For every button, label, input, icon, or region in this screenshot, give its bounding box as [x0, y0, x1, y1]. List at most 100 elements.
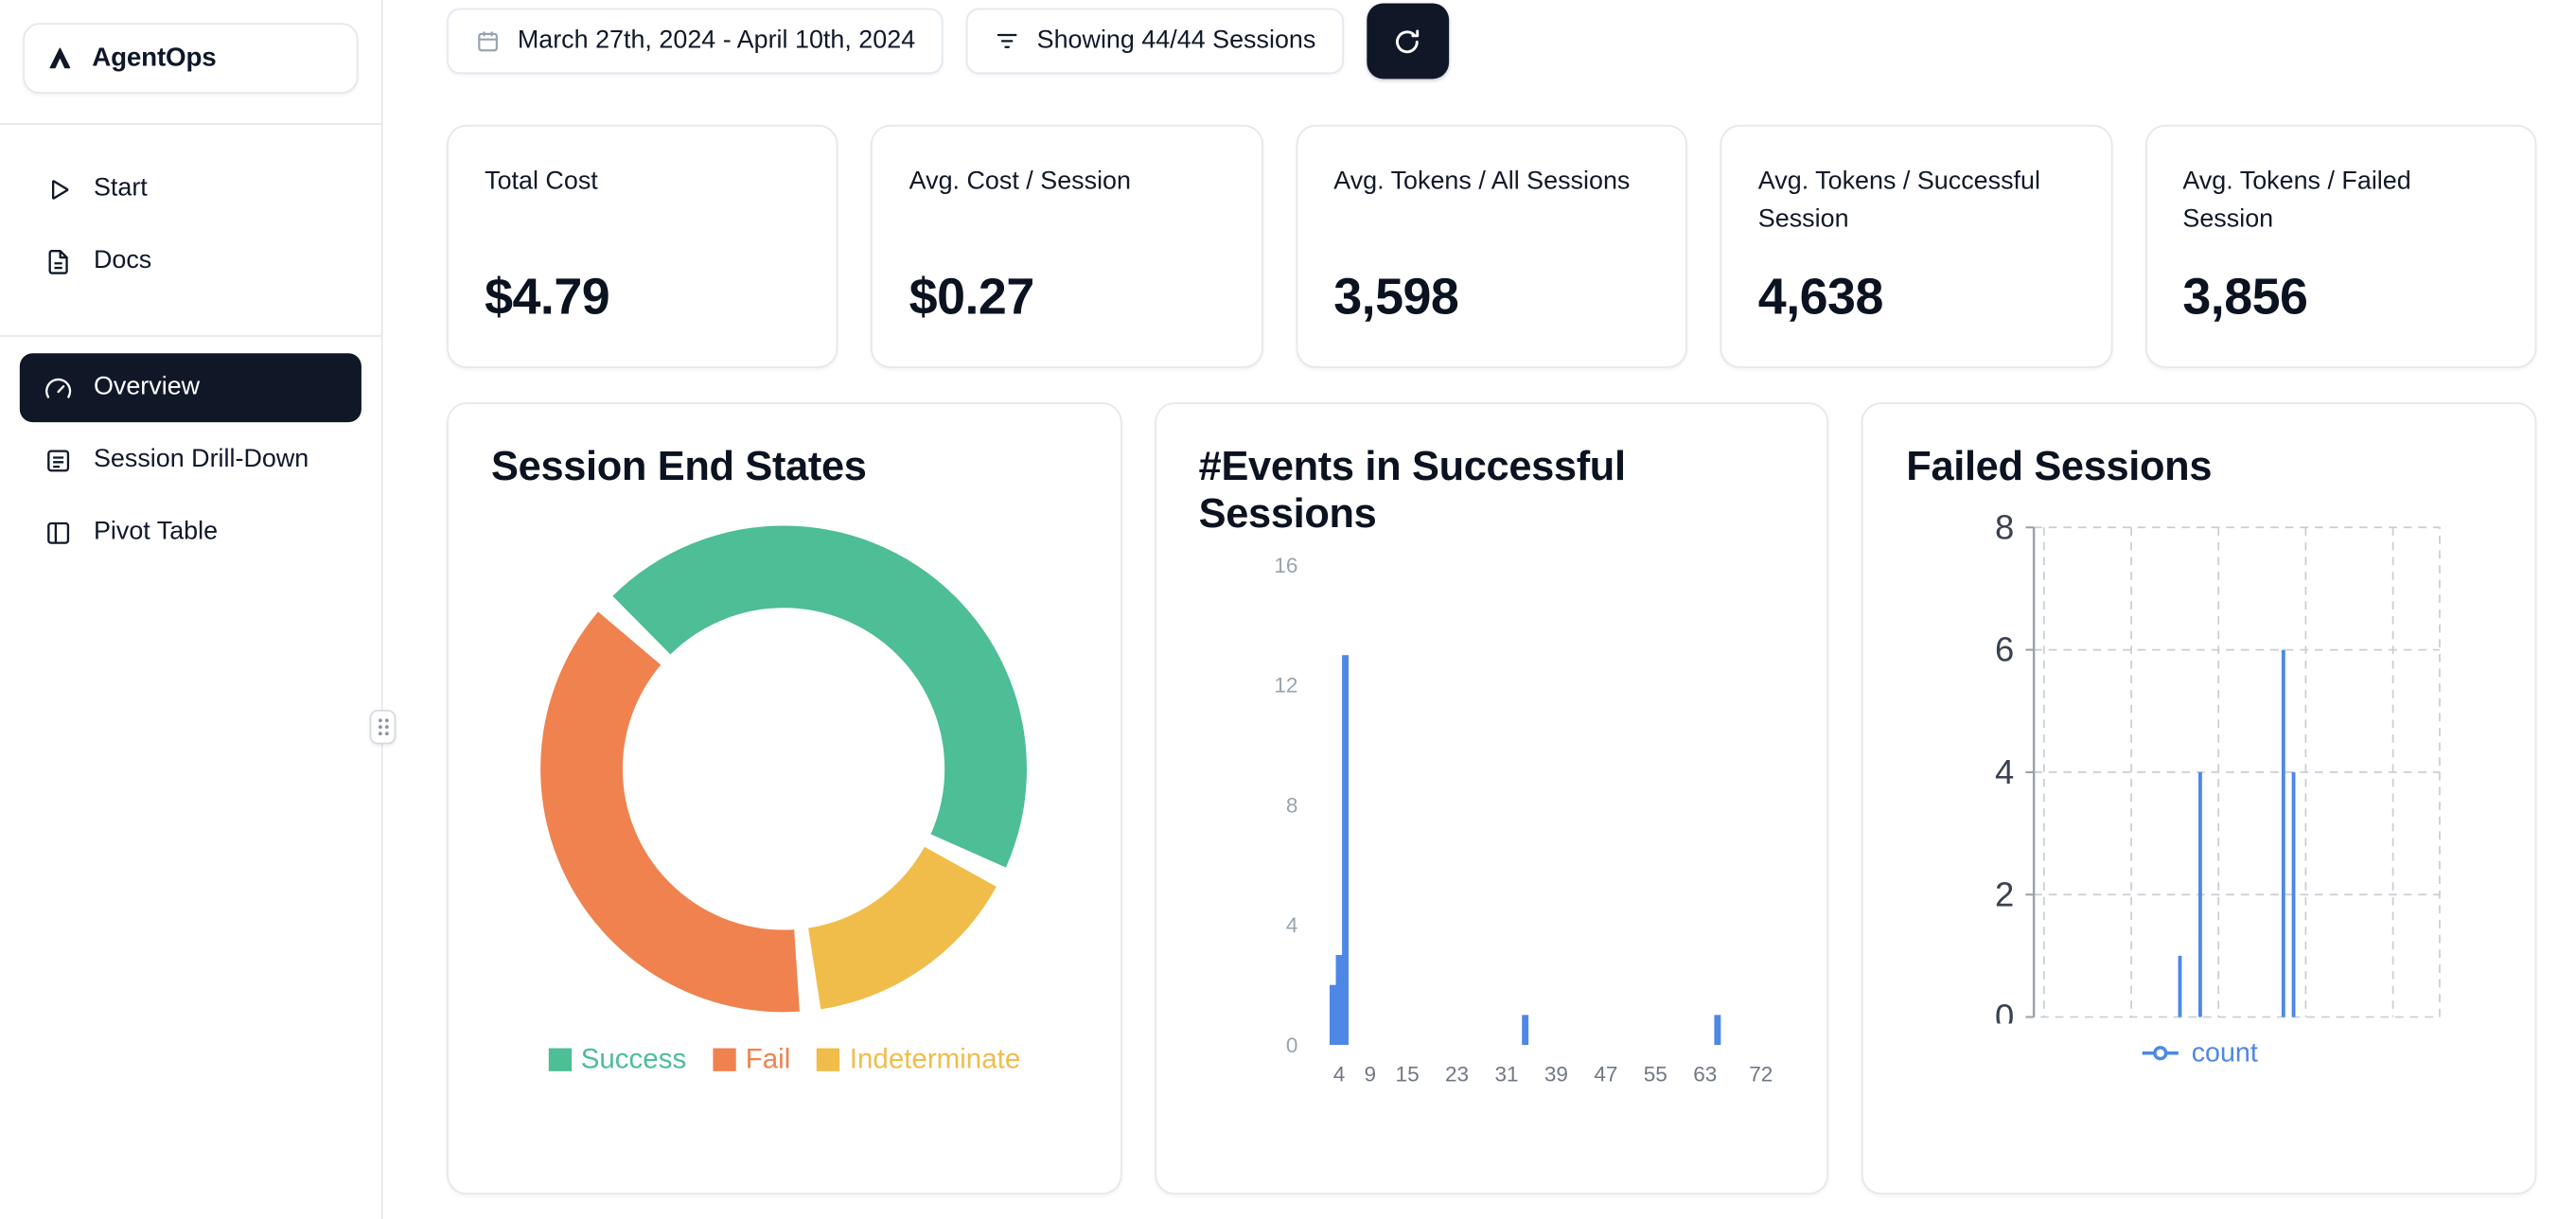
sidebar-divider	[0, 335, 381, 337]
agentops-logo-icon	[44, 43, 76, 74]
event-count-bar[interactable]	[1329, 983, 1336, 1045]
y-axis-tick: 16	[1274, 553, 1297, 576]
x-axis-tick: 23	[1444, 1061, 1468, 1085]
x-axis-tick: 9	[1364, 1061, 1376, 1085]
stat-label: Total Cost	[485, 168, 598, 196]
event-count-bar[interactable]	[1334, 954, 1342, 1045]
sidebar-item-label: Overview	[93, 373, 201, 401]
x-axis-tick: 47	[1594, 1061, 1617, 1085]
session-end-states-card: Session End States Success Fail Indetermin…	[447, 402, 1122, 1195]
legend-swatch	[817, 1048, 840, 1071]
sessions-filter-button[interactable]: Showing 44/44 Sessions	[965, 8, 1344, 75]
event-count-bar[interactable]	[1713, 1014, 1720, 1045]
legend-label: Success	[580, 1042, 687, 1074]
failed-legend-label: count	[2191, 1037, 2258, 1068]
sidebar-item-label: Pivot Table	[93, 517, 219, 546]
event-count-bar[interactable]	[1341, 654, 1349, 1045]
toolbar: March 27th, 2024 - April 10th, 2024 Show…	[447, 0, 2536, 80]
y-axis-tick: 8	[1996, 507, 2015, 546]
failed-sessions-card: Failed Sessions 0 2 4 6 8 count	[1861, 402, 2537, 1195]
y-axis-tick: 2	[1996, 874, 2015, 913]
app-title: AgentOps	[92, 44, 217, 72]
y-axis-tick: 4	[1996, 752, 2015, 791]
x-axis-tick: 39	[1544, 1061, 1567, 1085]
stat-value: 3,856	[2182, 267, 2308, 326]
sidebar-item-session-drill-down[interactable]: Session Drill-Down	[20, 426, 362, 495]
session-end-states-donut-chart	[540, 525, 1028, 1012]
failed-sessions-legend[interactable]: count	[1906, 1038, 2492, 1069]
y-axis-tick: 6	[1996, 629, 2015, 668]
x-axis-tick: 15	[1395, 1061, 1419, 1085]
charts-row: Session End States Success Fail Indetermin…	[447, 402, 2537, 1195]
x-axis-tick: 72	[1749, 1061, 1773, 1085]
donut-slice-fail[interactable]	[540, 525, 1028, 1012]
gauge-icon	[43, 372, 74, 403]
sidebar-item-overview[interactable]: Overview	[19, 353, 362, 423]
chart-title: #Events in Successful Sessions	[1198, 443, 1626, 538]
legend-label: Indeterminate	[849, 1042, 1021, 1074]
stat-card-total-cost: Total Cost $4.79	[447, 124, 839, 368]
stat-label: Avg. Tokens / Failed Session	[2182, 168, 2411, 234]
x-axis-tick: 31	[1494, 1061, 1518, 1085]
sidebar-item-label: Docs	[93, 246, 152, 274]
stat-label: Avg. Tokens / Successful Session	[1757, 168, 2040, 234]
stat-value: $4.79	[485, 267, 610, 326]
agentops-logo[interactable]: AgentOps	[23, 23, 359, 94]
sessions-filter-label: Showing 44/44 Sessions	[1036, 26, 1316, 55]
events-in-successful-sessions-card: #Events in Successful Sessions 0 4 8 12 16 4 9…	[1154, 402, 1829, 1195]
failed-sessions-chart: 0 2 4 6 8	[1996, 507, 2442, 1035]
y-axis-tick: 0	[1996, 997, 2015, 1023]
sidebar-item-start[interactable]: Start	[20, 154, 362, 223]
play-icon	[43, 173, 74, 204]
donut-legend: Success Fail Indeterminate	[491, 1043, 1077, 1076]
stat-value: 4,638	[1757, 267, 1884, 326]
pivot-icon	[43, 517, 74, 548]
grip-dots-icon	[378, 718, 388, 736]
sidebar-item-label: Session Drill-Down	[93, 445, 309, 473]
legend-item-fail[interactable]: Fail	[713, 1043, 790, 1076]
sidebar-item-pivot-table[interactable]: Pivot Table	[20, 498, 362, 567]
sidebar-item-docs[interactable]: Docs	[20, 227, 362, 296]
y-axis-tick: 8	[1285, 793, 1297, 817]
filter-icon	[995, 28, 1021, 55]
sidebar-item-label: Start	[93, 174, 148, 203]
date-range-button[interactable]: March 27th, 2024 - April 10th, 2024	[447, 8, 944, 75]
drilldown-icon	[43, 445, 74, 476]
calendar-icon	[475, 28, 502, 55]
stat-card-avg-cost-session: Avg. Cost / Session $0.27	[871, 124, 1263, 368]
legend-item-success[interactable]: Success	[547, 1042, 687, 1076]
x-axis-tick: 4	[1332, 1061, 1345, 1085]
refresh-button[interactable]	[1367, 3, 1449, 80]
stat-value: 3,598	[1333, 267, 1459, 326]
count-series-marker-icon	[2142, 1046, 2179, 1061]
legend-label: Fail	[745, 1042, 791, 1074]
stat-label: Avg. Tokens / All Sessions	[1333, 168, 1631, 196]
stat-card-avg-tokens-all: Avg. Tokens / All Sessions 3,598	[1296, 124, 1688, 368]
y-axis-tick: 12	[1274, 673, 1297, 697]
event-count-bar[interactable]	[1521, 1014, 1528, 1045]
donut-slice-success[interactable]	[540, 525, 1028, 1012]
main-content: March 27th, 2024 - April 10th, 2024 Show…	[382, 0, 2576, 1219]
legend-item-indeterminate[interactable]: Indeterminate	[817, 1043, 1020, 1076]
chart-title: Failed Sessions	[1906, 443, 2213, 490]
y-axis-tick: 0	[1285, 1033, 1297, 1056]
stat-label: Avg. Cost / Session	[909, 168, 1131, 196]
legend-swatch	[713, 1048, 736, 1071]
sidebar-divider	[0, 123, 381, 125]
refresh-icon	[1396, 28, 1420, 53]
legend-swatch	[547, 1048, 572, 1071]
stat-card-avg-tokens-successful: Avg. Tokens / Successful Session 4,638	[1720, 124, 2112, 368]
x-axis-tick: 55	[1643, 1061, 1667, 1085]
sidebar-resize-handle[interactable]	[369, 709, 397, 745]
stat-value: $0.27	[909, 267, 1035, 326]
y-axis-tick: 4	[1285, 912, 1297, 936]
chart-title: Session End States	[491, 443, 867, 490]
x-axis-tick: 63	[1693, 1061, 1717, 1085]
sidebar: AgentOps Start Docs Overview	[0, 0, 383, 1219]
stat-card-avg-tokens-failed: Avg. Tokens / Failed Session 3,856	[2144, 124, 2537, 368]
docs-icon	[43, 246, 74, 277]
stat-cards-row: Total Cost $4.79 Avg. Cost / Session $0.…	[447, 124, 2537, 368]
date-range-label: March 27th, 2024 - April 10th, 2024	[517, 26, 916, 55]
